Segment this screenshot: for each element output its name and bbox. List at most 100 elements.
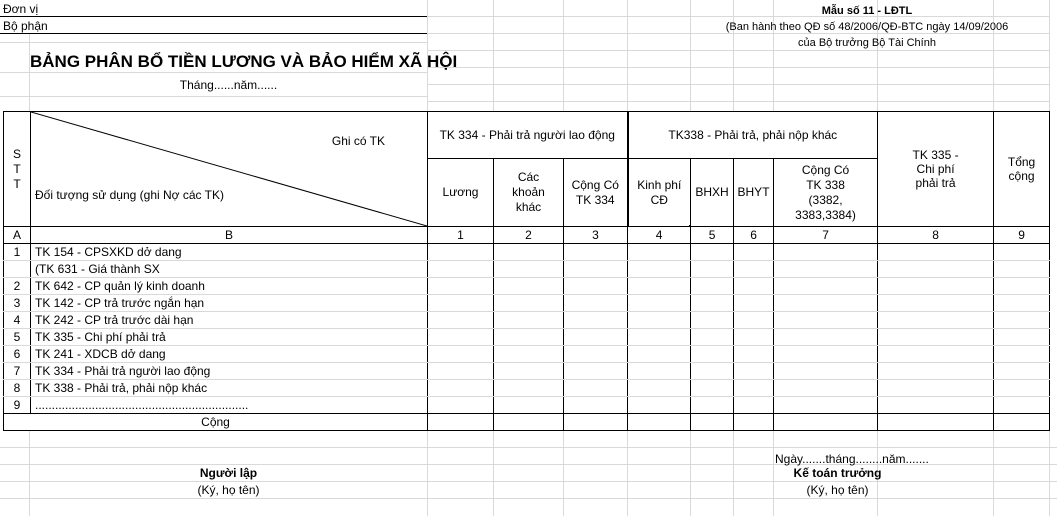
cell-empty[interactable] [690,311,735,329]
cell-empty[interactable] [493,277,564,295]
cell-empty[interactable] [877,260,995,278]
cell-empty[interactable] [993,243,1051,261]
index-cell[interactable]: 5 [690,226,735,244]
col-header-cong-co-tk338[interactable]: Cộng Có TK 338 (3382, 3383,3384) [773,158,879,227]
cell-empty[interactable] [627,379,692,397]
cell-empty[interactable] [562,396,629,414]
cell-empty[interactable] [427,260,494,278]
cell-empty[interactable] [562,379,629,397]
cell-empty[interactable] [733,362,775,380]
col-header-bhxh[interactable]: BHXH [690,158,735,227]
row-stt-cell[interactable]: 1 [3,243,31,261]
cell-empty[interactable] [493,396,564,414]
cell-empty[interactable] [427,345,494,363]
cell-empty[interactable] [993,328,1051,346]
cell-empty[interactable] [690,362,735,380]
cell-empty[interactable] [627,277,692,295]
row-label-cell[interactable]: TK 338 - Phải trả, phải nộp khác [30,379,428,397]
cell-empty[interactable] [993,379,1051,397]
cell-empty[interactable] [773,413,879,431]
cell-empty[interactable] [562,413,629,431]
cell-empty[interactable] [690,277,735,295]
cell-empty[interactable] [690,294,735,312]
cell-group-tk338[interactable]: TK338 - Phải trả, phải nộp khác [626,111,879,159]
cell-empty[interactable] [493,362,564,380]
row-label-cell[interactable]: TK 335 - Chi phí phải trả [30,328,428,346]
cell-empty[interactable] [562,328,629,346]
cell-empty[interactable] [562,243,629,261]
col-header-cong-co-tk334[interactable]: Cộng Có TK 334 [562,158,629,227]
cell-empty[interactable] [733,396,775,414]
index-cell[interactable]: 6 [733,226,775,244]
cell-empty[interactable] [993,277,1051,295]
cell-empty[interactable] [627,396,692,414]
cell-empty[interactable] [562,294,629,312]
col-header-cac-khoan-khac[interactable]: Các khoản khác [493,158,564,227]
cell-empty[interactable] [627,345,692,363]
cell-empty[interactable] [627,328,692,346]
cell-empty[interactable] [427,243,494,261]
cell-empty[interactable] [773,243,879,261]
cell-empty[interactable] [493,379,564,397]
cell-empty[interactable] [993,345,1051,363]
cell-empty[interactable] [733,311,775,329]
index-cell[interactable]: 3 [562,226,629,244]
cell-empty[interactable] [733,260,775,278]
index-cell[interactable]: 9 [993,226,1051,244]
cell-empty[interactable] [562,345,629,363]
cell-empty[interactable] [690,345,735,363]
cell-empty[interactable] [993,396,1051,414]
cell-empty[interactable] [733,294,775,312]
cell-empty[interactable] [690,328,735,346]
cell-stt-header[interactable]: S T T [3,111,31,227]
cell-empty[interactable] [733,243,775,261]
row-label-cell[interactable]: TK 642 - CP quản lý kinh doanh [30,277,428,295]
cell-diagonal-header[interactable]: Ghi có TK Đối tượng sử dụng (ghi Nợ các … [30,111,428,227]
row-stt-cell[interactable]: 8 [3,379,31,397]
cell-empty[interactable] [493,345,564,363]
cell-empty[interactable] [493,243,564,261]
index-cell[interactable]: 1 [427,226,494,244]
cell-empty[interactable] [427,311,494,329]
cell-empty[interactable] [773,379,879,397]
cell-empty[interactable] [733,277,775,295]
index-cell[interactable]: 4 [627,226,692,244]
cell-empty[interactable] [993,362,1051,380]
cell-empty[interactable] [993,294,1051,312]
row-stt-cell[interactable]: 4 [3,311,31,329]
cell-empty[interactable] [773,260,879,278]
cell-empty[interactable] [993,413,1051,431]
row-stt-cell[interactable] [3,260,31,278]
cell-empty[interactable] [877,379,995,397]
row-label-cell[interactable]: (TK 631 - Giá thành SX [30,260,428,278]
cell-empty[interactable] [493,311,564,329]
cell-empty[interactable] [877,277,995,295]
row-stt-cell[interactable]: 7 [3,362,31,380]
row-label-cell[interactable]: TK 142 - CP trả trước ngắn hạn [30,294,428,312]
cell-empty[interactable] [690,243,735,261]
cell-empty[interactable] [562,362,629,380]
row-label-cell[interactable]: TK 241 - XDCB dở dang [30,345,428,363]
total-row-label[interactable]: Cộng [3,413,428,431]
row-label-cell[interactable]: TK 154 - CPSXKD dở dang [30,243,428,261]
cell-empty[interactable] [993,311,1051,329]
index-cell[interactable]: B [30,226,428,244]
cell-empty[interactable] [993,260,1051,278]
cell-empty[interactable] [877,413,995,431]
row-stt-cell[interactable]: 6 [3,345,31,363]
col-header-luong[interactable]: Lương [427,158,494,227]
row-stt-cell[interactable]: 3 [3,294,31,312]
row-label-cell[interactable]: TK 242 - CP trả trước dài hạn [30,311,428,329]
cell-empty[interactable] [493,294,564,312]
cell-empty[interactable] [877,396,995,414]
cell-empty[interactable] [773,294,879,312]
cell-empty[interactable] [877,345,995,363]
index-cell[interactable]: 2 [493,226,564,244]
cell-empty[interactable] [733,413,775,431]
cell-empty[interactable] [627,260,692,278]
cell-empty[interactable] [733,345,775,363]
cell-empty[interactable] [562,311,629,329]
cell-col-tk335[interactable]: TK 335 - Chi phí phải trả [877,111,995,227]
row-label-cell[interactable]: ........................................… [30,396,428,414]
cell-empty[interactable] [427,328,494,346]
